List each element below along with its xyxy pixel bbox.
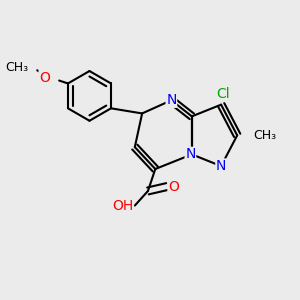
Text: N: N bbox=[166, 93, 177, 107]
Text: CH₃: CH₃ bbox=[5, 61, 28, 74]
Text: Cl: Cl bbox=[216, 87, 230, 101]
Text: OH: OH bbox=[112, 199, 134, 213]
Text: O: O bbox=[39, 70, 50, 85]
Text: N: N bbox=[216, 159, 226, 173]
Text: O: O bbox=[168, 180, 179, 194]
Text: CH₃: CH₃ bbox=[253, 129, 276, 142]
Text: N: N bbox=[185, 147, 196, 161]
